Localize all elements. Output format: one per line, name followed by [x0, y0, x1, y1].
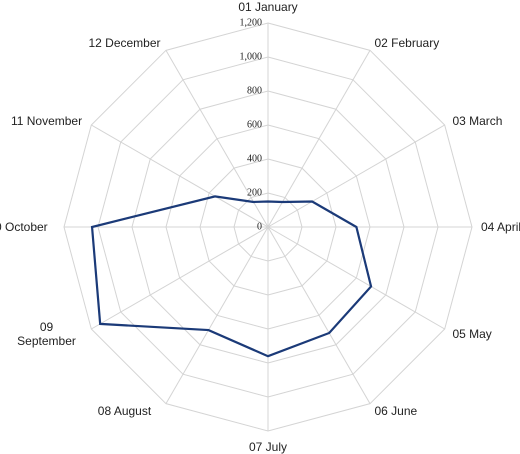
category-label: 02 February — [374, 35, 440, 50]
y-tick-label: 800 — [247, 85, 262, 96]
spoke — [267, 226, 445, 330]
y-tick-label: 1,000 — [240, 51, 263, 62]
spoke — [165, 226, 269, 404]
y-tick-label: 0 — [257, 221, 262, 232]
category-label: 06 June — [374, 404, 418, 419]
spoke — [267, 124, 445, 228]
category-label: 09 September — [17, 319, 76, 348]
category-label: 03 March — [452, 113, 503, 128]
spoke — [91, 226, 269, 330]
category-label: 08 August — [97, 404, 152, 419]
y-tick-label: 200 — [247, 187, 262, 198]
y-tick-label: 600 — [247, 119, 262, 130]
spoke — [267, 226, 371, 404]
category-label: 11 November — [10, 113, 83, 128]
series-line — [90, 195, 373, 358]
y-tick-label: 1,200 — [240, 17, 263, 28]
category-label: 01 January — [238, 0, 298, 14]
category-label: 10 October — [0, 220, 48, 234]
category-label: 07 July — [248, 440, 288, 454]
y-tick-label: 400 — [247, 153, 262, 164]
category-label: 04 April — [481, 220, 520, 234]
category-label: 05 May — [452, 326, 492, 341]
spoke — [165, 50, 269, 228]
spoke — [267, 50, 371, 228]
spoke — [91, 124, 269, 228]
category-label: 12 December — [88, 35, 161, 50]
